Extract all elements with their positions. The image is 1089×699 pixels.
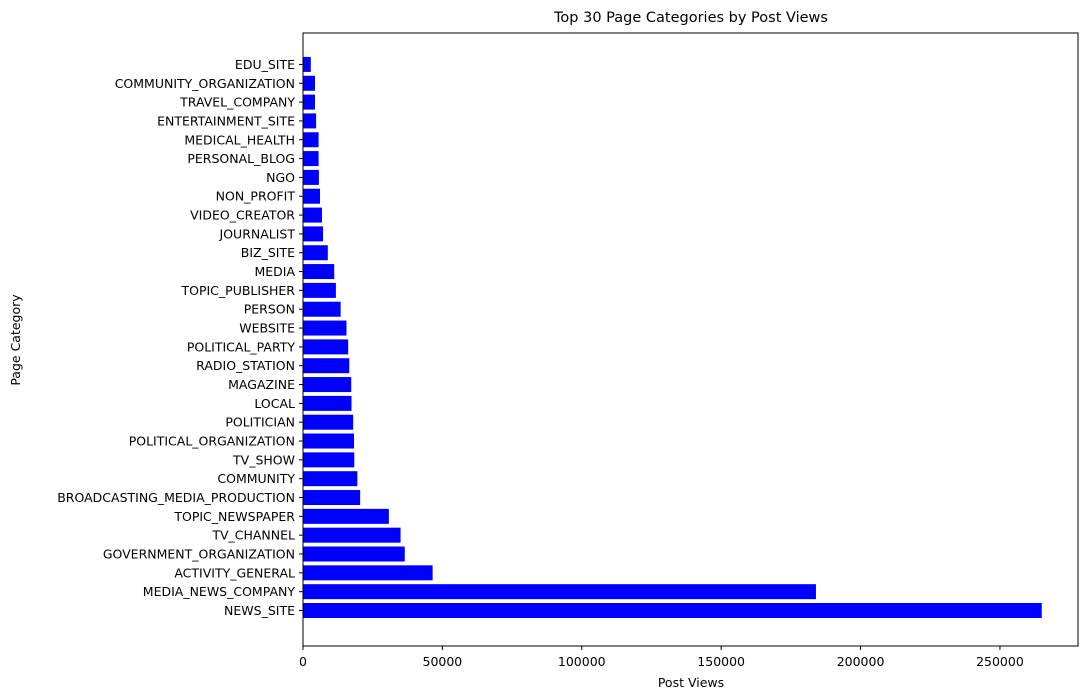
- bar-community: [303, 471, 358, 487]
- bar-personal-blog: [303, 151, 319, 167]
- y-tick-label: MEDIA_NEWS_COMPANY: [143, 584, 296, 599]
- y-tick-label: BIZ_SITE: [241, 245, 295, 260]
- y-tick-label: POLITICIAN: [225, 415, 295, 430]
- bars-group: [303, 56, 1042, 618]
- y-tick-label: EDU_SITE: [235, 57, 295, 72]
- y-axis-ticks: NEWS_SITE MEDIA_NEWS_COMPANY ACTIVITY_GENE…: [57, 57, 303, 618]
- y-tick-label: TV_CHANNEL: [211, 528, 295, 543]
- y-tick-label: MEDICAL_HEALTH: [184, 132, 295, 147]
- bar-topic-newspaper: [303, 508, 389, 524]
- bar-entertainment-site: [303, 113, 317, 129]
- bar-community-organization: [303, 75, 315, 91]
- bar-government-organization: [303, 546, 405, 562]
- y-tick-label: BROADCASTING_MEDIA_PRODUCTION: [57, 490, 295, 505]
- bar-broadcasting-media-production: [303, 490, 361, 506]
- bar-biz-site: [303, 245, 328, 261]
- y-tick-label: MAGAZINE: [228, 377, 295, 392]
- x-tick-label: 200000: [837, 654, 885, 669]
- y-tick-label: ENTERTAINMENT_SITE: [157, 113, 295, 128]
- bar-ngo: [303, 169, 319, 185]
- y-tick-label: NON_PROFIT: [216, 189, 296, 204]
- bar-politician: [303, 414, 354, 430]
- bar-activity-general: [303, 565, 433, 581]
- x-tick-label: 150000: [697, 654, 745, 669]
- plot-frame: [302, 32, 1079, 647]
- y-tick-label: NEWS_SITE: [224, 603, 295, 618]
- y-tick-label: TV_SHOW: [232, 452, 295, 467]
- y-tick-label: PERSON: [244, 302, 295, 317]
- y-tick-label: TOPIC_PUBLISHER: [180, 283, 295, 298]
- bar-travel-company: [303, 94, 315, 110]
- y-tick-label: NGO: [266, 170, 295, 185]
- bar-media: [303, 264, 335, 280]
- y-tick-label: LOCAL: [254, 396, 295, 411]
- y-tick-label: COMMUNITY_ORGANIZATION: [115, 76, 295, 91]
- y-tick-label: TOPIC_NEWSPAPER: [173, 509, 295, 524]
- bar-medical-health: [303, 132, 319, 148]
- y-tick-label: PERSONAL_BLOG: [187, 151, 295, 166]
- bar-tv-channel: [303, 527, 401, 543]
- y-tick-label: TRAVEL_COMPANY: [179, 95, 295, 110]
- y-tick-label: POLITICAL_ORGANIZATION: [129, 434, 295, 449]
- y-tick-label: JOURNALIST: [219, 226, 296, 241]
- bar-video-creator: [303, 207, 322, 223]
- y-tick-label: VIDEO_CREATOR: [190, 208, 295, 223]
- bar-magazine: [303, 377, 352, 393]
- bar-edu-site: [303, 56, 311, 72]
- bar-political-party: [303, 339, 349, 355]
- x-tick-label: 250000: [976, 654, 1024, 669]
- bar-radio-station: [303, 358, 350, 374]
- x-axis-label: Post Views: [658, 675, 724, 690]
- bar-journalist: [303, 226, 324, 242]
- chart-title: Top 30 Page Categories by Post Views: [553, 10, 828, 26]
- y-tick-label: POLITICAL_PARTY: [187, 339, 296, 354]
- bar-topic-publisher: [303, 282, 336, 298]
- x-tick-label: 50000: [423, 654, 463, 669]
- bar-non-profit: [303, 188, 321, 204]
- bar-local: [303, 395, 352, 411]
- bar-website: [303, 320, 347, 336]
- bar-tv-show: [303, 452, 355, 468]
- y-tick-label: COMMUNITY: [217, 471, 295, 486]
- bar-person: [303, 301, 341, 317]
- y-tick-label: RADIO_STATION: [196, 358, 295, 373]
- bar-news-site: [303, 603, 1042, 618]
- bar-media-news-company: [303, 584, 816, 600]
- x-tick-label: 0: [299, 654, 307, 669]
- bar-political-organization: [303, 433, 355, 449]
- y-tick-label: ACTIVITY_GENERAL: [174, 565, 295, 580]
- y-axis-label: Page Category: [8, 294, 23, 386]
- x-axis-ticks: 0 50000 100000 150000 200000 250000: [299, 646, 1024, 669]
- y-tick-label: WEBSITE: [239, 321, 295, 336]
- y-tick-label: MEDIA: [254, 264, 295, 279]
- x-tick-label: 100000: [558, 654, 606, 669]
- y-tick-label: GOVERNMENT_ORGANIZATION: [103, 547, 295, 562]
